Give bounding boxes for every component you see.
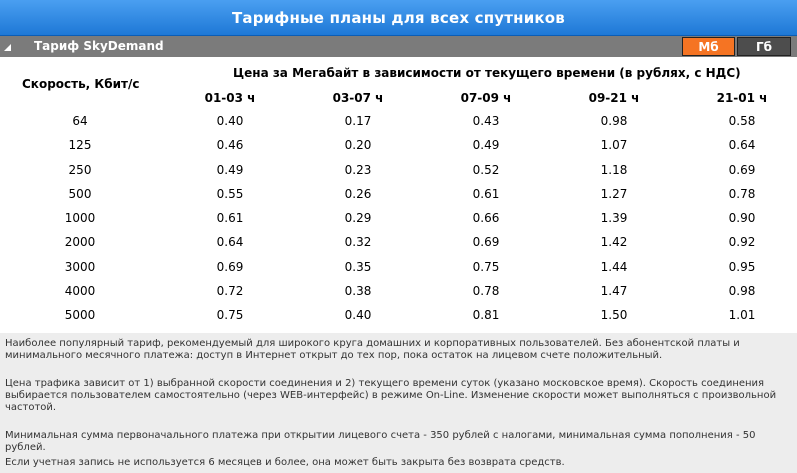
- price-cell: 0.35: [344, 259, 372, 274]
- price-cell: 0.64: [728, 138, 756, 153]
- price-header: Цена за Мегабайт в зависимости от текуще…: [233, 66, 741, 80]
- speed-column-header: Скорость, Кбит/с: [22, 77, 140, 91]
- price-cell: 0.90: [728, 211, 756, 226]
- table-row: 500 0.55 0.26 0.61 1.27 0.78: [0, 182, 797, 206]
- price-cell: 0.75: [216, 308, 244, 323]
- speed-cell: 5000: [64, 308, 96, 323]
- price-cell: 0.46: [216, 138, 244, 153]
- price-cell: 0.75: [472, 259, 500, 274]
- price-cell: 0.78: [472, 284, 500, 299]
- note-text: Цена трафика зависит от 1) выбранной ско…: [5, 378, 777, 413]
- price-cell: 0.61: [472, 186, 500, 201]
- price-cell: 0.49: [216, 162, 244, 177]
- speed-cell: 4000: [64, 284, 96, 299]
- price-cell: 0.81: [472, 308, 500, 323]
- price-cell: 0.26: [344, 186, 372, 201]
- table-row: 250 0.49 0.23 0.52 1.18 0.69: [0, 158, 797, 182]
- time-column-header: 01-03 ч: [204, 91, 256, 105]
- plan-name: Тариф SkyDemand: [34, 39, 164, 53]
- price-cell: 0.92: [728, 235, 756, 250]
- price-cell: 0.20: [344, 138, 372, 153]
- time-column-header: 21-01 ч: [716, 91, 768, 105]
- price-cell: 0.32: [344, 235, 372, 250]
- price-cell: 0.38: [344, 284, 372, 299]
- price-cell: 1.50: [600, 308, 628, 323]
- time-column-header: 03-07 ч: [332, 91, 384, 105]
- speed-cell: 250: [68, 162, 92, 177]
- price-cell: 0.55: [216, 186, 244, 201]
- time-column-header: 09-21 ч: [588, 91, 640, 105]
- table-row: 3000 0.69 0.35 0.75 1.44 0.95: [0, 255, 797, 279]
- price-cell: 1.39: [600, 211, 628, 226]
- price-cell: 0.69: [472, 235, 500, 250]
- price-cell: 0.69: [728, 162, 756, 177]
- price-cell: 0.29: [344, 211, 372, 226]
- price-cell: 0.43: [472, 114, 500, 128]
- table-row: 2000 0.64 0.32 0.69 1.42 0.92: [0, 230, 797, 254]
- speed-cell: 1000: [64, 211, 96, 226]
- table-row: 1000 0.61 0.29 0.66 1.39 0.90: [0, 206, 797, 230]
- speed-cell: 64: [72, 114, 88, 128]
- price-cell: 0.64: [216, 235, 244, 250]
- price-cell: 0.72: [216, 284, 244, 299]
- speed-cell: 3000: [64, 259, 96, 274]
- title-bar: Тарифные планы для всех спутников: [0, 0, 797, 36]
- price-cell: 0.66: [472, 211, 500, 226]
- price-cell: 0.23: [344, 162, 372, 177]
- price-cell: 1.01: [728, 308, 756, 323]
- note-text: Если учетная запись не используется 6 ме…: [5, 457, 565, 468]
- price-cell: 0.49: [472, 138, 500, 153]
- price-cell: 1.18: [600, 162, 628, 177]
- price-cell: 1.07: [600, 138, 628, 153]
- table-row: 5000 0.75 0.40 0.81 1.50 1.01: [0, 303, 797, 327]
- price-cell: 0.17: [344, 114, 372, 128]
- table-row: 64 0.40 0.17 0.43 0.98 0.58: [0, 109, 797, 133]
- unit-mb-button[interactable]: Мб: [682, 37, 735, 56]
- price-cell: 0.61: [216, 211, 244, 226]
- speed-cell: 125: [68, 138, 92, 153]
- page-title: Тарифные планы для всех спутников: [231, 8, 566, 27]
- speed-cell: 2000: [64, 235, 96, 250]
- price-cell: 1.42: [600, 235, 628, 250]
- price-cell: 1.47: [600, 284, 628, 299]
- table-row: 125 0.46 0.20 0.49 1.07 0.64: [0, 133, 797, 157]
- tariff-table: 64 0.40 0.17 0.43 0.98 0.58 125 0.46 0.20 0.49 1.0…: [0, 109, 797, 328]
- speed-cell: 500: [68, 186, 92, 201]
- time-column-header: 07-09 ч: [460, 91, 512, 105]
- price-cell: 0.58: [728, 114, 756, 128]
- price-cell: 0.98: [728, 284, 756, 299]
- corner-arrow-icon: [4, 44, 11, 51]
- price-cell: 0.78: [728, 186, 756, 201]
- note-text: Минимальная сумма первоначального платеж…: [5, 430, 756, 453]
- plan-bar: Тариф SkyDemand: [0, 36, 797, 57]
- unit-gb-button[interactable]: Гб: [737, 37, 791, 56]
- note-text: Наиболее популярный тариф, рекомендуемый…: [5, 338, 740, 361]
- price-cell: 1.27: [600, 186, 628, 201]
- price-cell: 0.98: [600, 114, 628, 128]
- price-cell: 0.40: [216, 114, 244, 128]
- notes-panel: Наиболее популярный тариф, рекомендуемый…: [0, 333, 797, 473]
- price-cell: 0.52: [472, 162, 500, 177]
- price-cell: 0.95: [728, 259, 756, 274]
- table-row: 4000 0.72 0.38 0.78 1.47 0.98: [0, 279, 797, 303]
- price-cell: 1.44: [600, 259, 628, 274]
- price-cell: 0.40: [344, 308, 372, 323]
- price-cell: 0.69: [216, 259, 244, 274]
